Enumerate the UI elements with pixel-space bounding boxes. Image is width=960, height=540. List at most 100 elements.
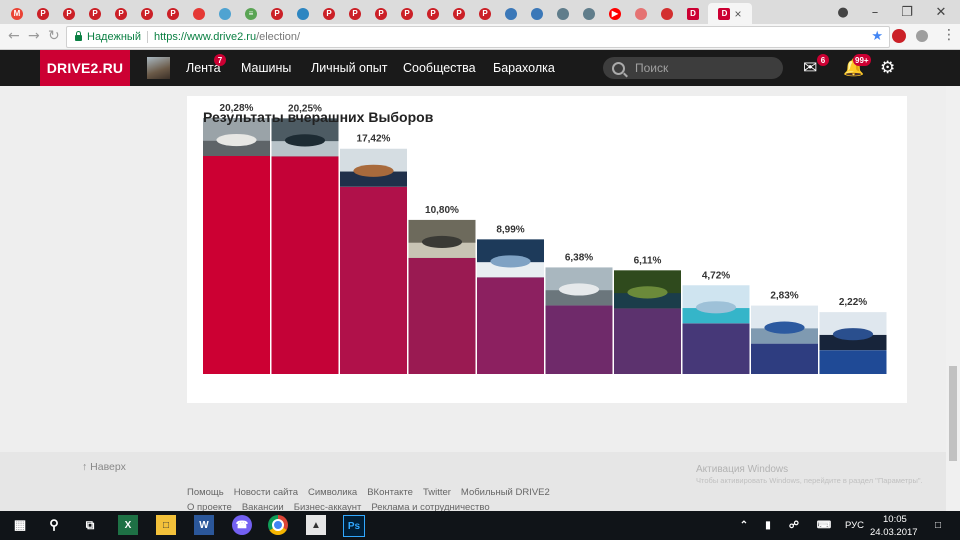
footer-link[interactable]: О проекте: [187, 502, 232, 513]
new-tab-button[interactable]: [758, 3, 774, 24]
nav-communities[interactable]: Сообщества: [403, 61, 476, 75]
pinterest-extension-icon[interactable]: [892, 29, 906, 43]
browser-tab[interactable]: P: [84, 3, 106, 24]
gear-icon[interactable]: ⚙: [880, 58, 896, 78]
tray-chevron-icon[interactable]: ⌃: [739, 519, 749, 531]
scroll-thumb[interactable]: [949, 366, 957, 461]
back-to-top-link[interactable]: ↑ Наверх: [82, 461, 126, 473]
car-photo[interactable]: [819, 312, 887, 351]
browser-tab[interactable]: [214, 3, 236, 24]
chart-bar[interactable]: [682, 323, 750, 374]
viber-icon[interactable]: ☎: [232, 515, 252, 535]
browser-tab[interactable]: [292, 3, 314, 24]
browser-tab[interactable]: P: [136, 3, 158, 24]
photos-icon[interactable]: ▲: [306, 515, 326, 535]
messages-icon[interactable]: ✉: [803, 58, 818, 78]
site-logo[interactable]: DRIVE2.RU: [40, 50, 130, 86]
nav-feed[interactable]: Лента: [186, 61, 221, 75]
nav-experience[interactable]: Личный опыт: [311, 61, 388, 75]
chart-bar[interactable]: [819, 350, 887, 374]
car-photo[interactable]: [751, 305, 818, 344]
chart-bar[interactable]: [340, 186, 407, 374]
bookmark-star-icon[interactable]: ★: [871, 28, 883, 43]
chart-bar[interactable]: [408, 257, 476, 374]
footer-link[interactable]: Мобильный DRIVE2: [460, 487, 550, 498]
car-photo[interactable]: [682, 285, 750, 324]
browser-tab[interactable]: [578, 3, 600, 24]
keyboard-icon[interactable]: ⌨: [816, 519, 832, 531]
clock-date[interactable]: 24.03.2017: [870, 527, 918, 538]
browser-tab[interactable]: [630, 3, 652, 24]
browser-tab[interactable]: D: [682, 3, 704, 24]
menu-icon[interactable]: ⋮: [942, 27, 956, 43]
photoshop-icon[interactable]: Ps: [343, 515, 365, 537]
word-icon[interactable]: W: [194, 515, 214, 535]
browser-tab[interactable]: ▶: [604, 3, 626, 24]
restore-button[interactable]: ❐: [901, 4, 913, 20]
reload-icon[interactable]: ↻: [48, 28, 60, 44]
chart-bar[interactable]: [271, 156, 339, 374]
avatar[interactable]: [147, 57, 170, 79]
chart-bar[interactable]: [614, 308, 681, 374]
browser-tab[interactable]: P: [370, 3, 392, 24]
car-photo[interactable]: [203, 118, 270, 156]
search-icon[interactable]: ⚲: [49, 517, 59, 532]
close-tab-icon[interactable]: ×: [734, 6, 742, 21]
nav-cars[interactable]: Машины: [241, 61, 292, 75]
browser-tab[interactable]: P: [422, 3, 444, 24]
footer-link[interactable]: Вакансии: [241, 502, 284, 513]
address-bar[interactable]: Надежный https://www.drive2.ru/election/…: [66, 26, 890, 48]
battery-icon[interactable]: ▮: [765, 519, 771, 531]
excel-icon[interactable]: X: [118, 515, 138, 535]
browser-tab[interactable]: P: [266, 3, 288, 24]
windows-start-icon[interactable]: ▦: [13, 517, 27, 532]
task-view-icon[interactable]: ⧉: [85, 517, 95, 532]
search-box[interactable]: [603, 57, 783, 79]
car-photo[interactable]: [340, 148, 407, 187]
footer-link[interactable]: Бизнес-аккаунт: [293, 502, 362, 513]
browser-tab[interactable]: [188, 3, 210, 24]
forward-icon[interactable]: →: [28, 28, 40, 44]
browser-tab[interactable]: P: [58, 3, 80, 24]
footer-link[interactable]: Twitter: [422, 487, 451, 498]
search-input[interactable]: [633, 60, 777, 76]
car-photo[interactable]: [271, 118, 339, 157]
browser-tab[interactable]: P: [110, 3, 132, 24]
back-icon[interactable]: ←: [8, 28, 20, 44]
browser-tab[interactable]: M: [6, 3, 28, 24]
chart-bar[interactable]: [203, 156, 270, 374]
car-photo[interactable]: [545, 267, 613, 306]
browser-tab[interactable]: P: [474, 3, 496, 24]
footer-link[interactable]: Новости сайта: [233, 487, 298, 498]
file-explorer-icon[interactable]: □: [156, 515, 176, 535]
page-scrollbar[interactable]: [946, 86, 960, 511]
car-photo[interactable]: [408, 219, 476, 258]
browser-tab[interactable]: P: [448, 3, 470, 24]
browser-tab[interactable]: P: [32, 3, 54, 24]
clock-time[interactable]: 10:05: [883, 514, 907, 525]
close-window-button[interactable]: ✕: [935, 4, 947, 20]
browser-tab[interactable]: D ×: [708, 3, 752, 24]
browser-tab[interactable]: [552, 3, 574, 24]
footer-link[interactable]: ВКонтакте: [367, 487, 413, 498]
browser-tab[interactable]: ≡: [240, 3, 262, 24]
drive-extension-icon[interactable]: [916, 30, 928, 42]
footer-link[interactable]: Реклама и сотрудничество: [371, 502, 490, 513]
car-photo[interactable]: [614, 270, 681, 309]
chrome-icon[interactable]: [268, 515, 288, 535]
browser-tab[interactable]: P: [318, 3, 340, 24]
minimize-button[interactable]: –: [871, 4, 879, 20]
car-photo[interactable]: [477, 239, 544, 278]
profile-icon[interactable]: ●: [837, 4, 849, 20]
footer-link[interactable]: Помощь: [187, 487, 224, 498]
chart-bar[interactable]: [545, 305, 613, 374]
browser-tab[interactable]: [526, 3, 548, 24]
network-icon[interactable]: ☍: [788, 519, 800, 531]
language-indicator[interactable]: РУС: [845, 520, 865, 531]
browser-tab[interactable]: P: [162, 3, 184, 24]
chart-bar[interactable]: [477, 277, 544, 374]
nav-market[interactable]: Барахолка: [493, 61, 555, 75]
browser-tab[interactable]: P: [344, 3, 366, 24]
browser-tab[interactable]: [500, 3, 522, 24]
browser-tab[interactable]: [656, 3, 678, 24]
